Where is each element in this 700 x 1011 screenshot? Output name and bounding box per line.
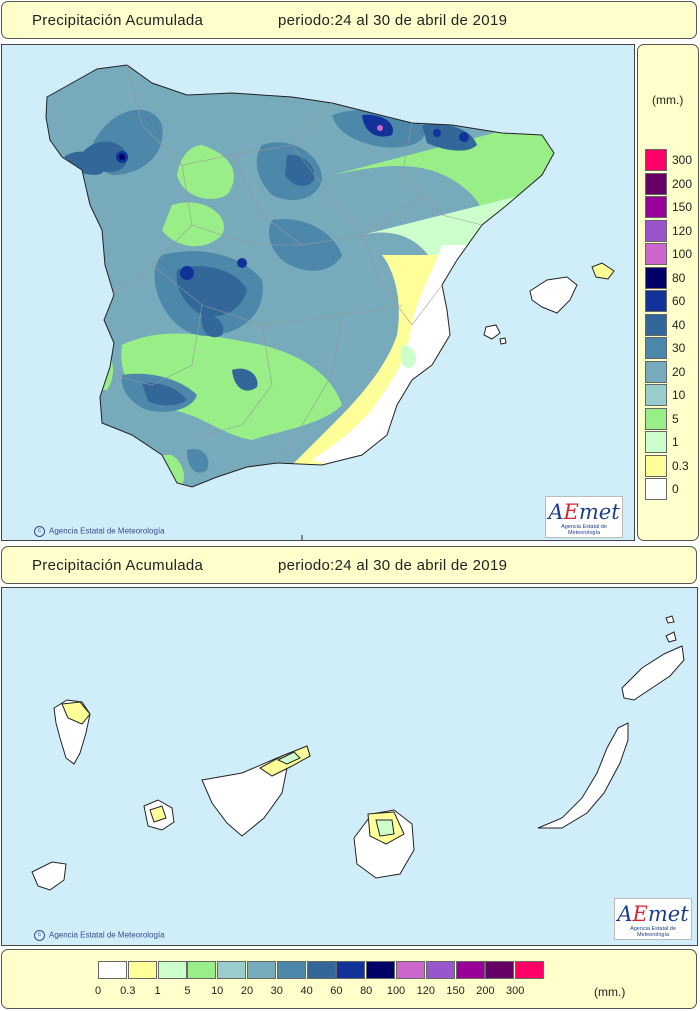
legend-label-0-3: 0.3 [672,458,689,473]
hlegend-swatch-200 [485,961,515,979]
hlegend-swatch-80 [366,961,396,979]
legend-label-60: 60 [672,294,686,308]
hlegend-label-300: 300 [506,985,525,997]
legend-swatch-1 [645,431,667,453]
canary-title-bar: Precipitación Acumulada periodo:24 al 30… [1,546,697,584]
legend-swatch-80 [645,266,667,289]
canary-copyright-notice: c Agencia Estatal de Meteorología [34,930,165,941]
peninsula-map: c Agencia Estatal de Meteorología AEmet A… [1,44,635,541]
hlegend-label-5: 5 [184,985,191,997]
legend-swatch-100 [645,243,667,265]
horizontal-legend-unit: (mm.) [594,985,626,999]
hlegend-swatch-1 [157,961,187,979]
canary-islands [31,615,685,891]
canary-map-graphic [31,615,685,891]
map-title: Precipitación Acumulada [32,12,204,29]
hlegend-swatch-300 [515,961,545,979]
hlegend-swatch-5 [187,961,217,979]
legend-label-150: 150 [672,200,693,214]
legend-label-1: 1 [672,435,679,449]
legend-swatch-0-3 [645,454,667,477]
hlegend-label-40: 40 [300,985,313,997]
balearic-islands [483,262,615,345]
province-borders [111,64,483,464]
legend-swatch-10 [645,384,667,406]
legend-label-300: 300 [672,153,693,167]
legend-label-80: 80 [672,270,686,285]
legend-swatch-120 [645,219,667,242]
canary-islands-map: c Agencia Estatal de Meteorología AEmet A… [1,587,698,946]
canary-map-title: Precipitación Acumulada [32,557,204,574]
hlegend-label-30: 30 [270,985,283,997]
legend-label-40: 40 [672,317,686,332]
legend-label-200: 200 [672,176,693,191]
hlegend-swatch-10 [217,961,247,979]
canary-aemet-logo: AEmet Agencia Estatal de Meteorología [614,898,692,940]
legend-swatch-40 [645,313,667,336]
vertical-legend: (mm.) 0 0.3 1 5 10 20 30 40 60 80 100 120 150 200 300 [637,44,699,541]
legend-swatch-5 [645,407,667,430]
legend-label-10: 10 [672,388,686,402]
legend-swatch-0 [645,478,667,500]
hlegend-swatch-60 [336,961,366,979]
hlegend-label-1: 1 [154,985,161,997]
hlegend-swatch-30 [276,961,306,979]
legend-label-5: 5 [672,411,679,426]
legend-label-100: 100 [672,247,693,261]
hlegend-swatch-40 [306,961,336,979]
hlegend-label-200: 200 [476,985,495,997]
hlegend-swatch-0-3 [127,961,157,979]
hlegend-swatch-20 [247,961,276,979]
copyright-notice: c Agencia Estatal de Meteorología [34,526,165,537]
canary-map-period: periodo:24 al 30 de abril de 2019 [278,557,508,574]
hlegend-label-80: 80 [360,985,373,997]
hlegend-swatch-150 [455,961,485,979]
legend-label-30: 30 [672,341,686,355]
legend-swatch-30 [645,337,667,359]
hlegend-label-0: 0 [94,985,102,997]
map-period: periodo:24 al 30 de abril de 2019 [278,12,508,29]
aemet-logo: AEmet Agencia Estatal de Meteorología [545,496,623,538]
hlegend-label-100: 100 [386,985,406,997]
hlegend-label-60: 60 [330,985,343,997]
hlegend-label-150: 150 [446,985,465,997]
legend-swatch-20 [645,360,667,383]
top-title-bar: Precipitación Acumulada periodo:24 al 30… [1,1,697,39]
legend-label-0: 0 [672,482,679,496]
hlegend-label-0-3: 0.3 [120,985,136,997]
hlegend-label-10: 10 [211,985,224,997]
legend-swatch-60 [645,290,667,312]
peninsula-map-graphic [45,64,615,540]
legend-swatch-200 [645,172,667,195]
legend-label-20: 20 [672,364,686,379]
legend-unit: (mm.) [652,93,684,107]
legend-label-120: 120 [672,223,693,238]
hlegend-label-20: 20 [240,985,254,997]
hlegend-swatch-120 [425,961,455,979]
hlegend-label-120: 120 [416,985,435,997]
hlegend-swatch-0 [98,961,127,979]
legend-swatch-150 [645,196,667,218]
hlegend-swatch-100 [396,961,425,979]
legend-swatch-300 [645,149,667,171]
horizontal-legend: 0 0.3 1 5 10 20 30 40 60 80 100 120 150 200 300 (mm.) [1,949,697,1009]
